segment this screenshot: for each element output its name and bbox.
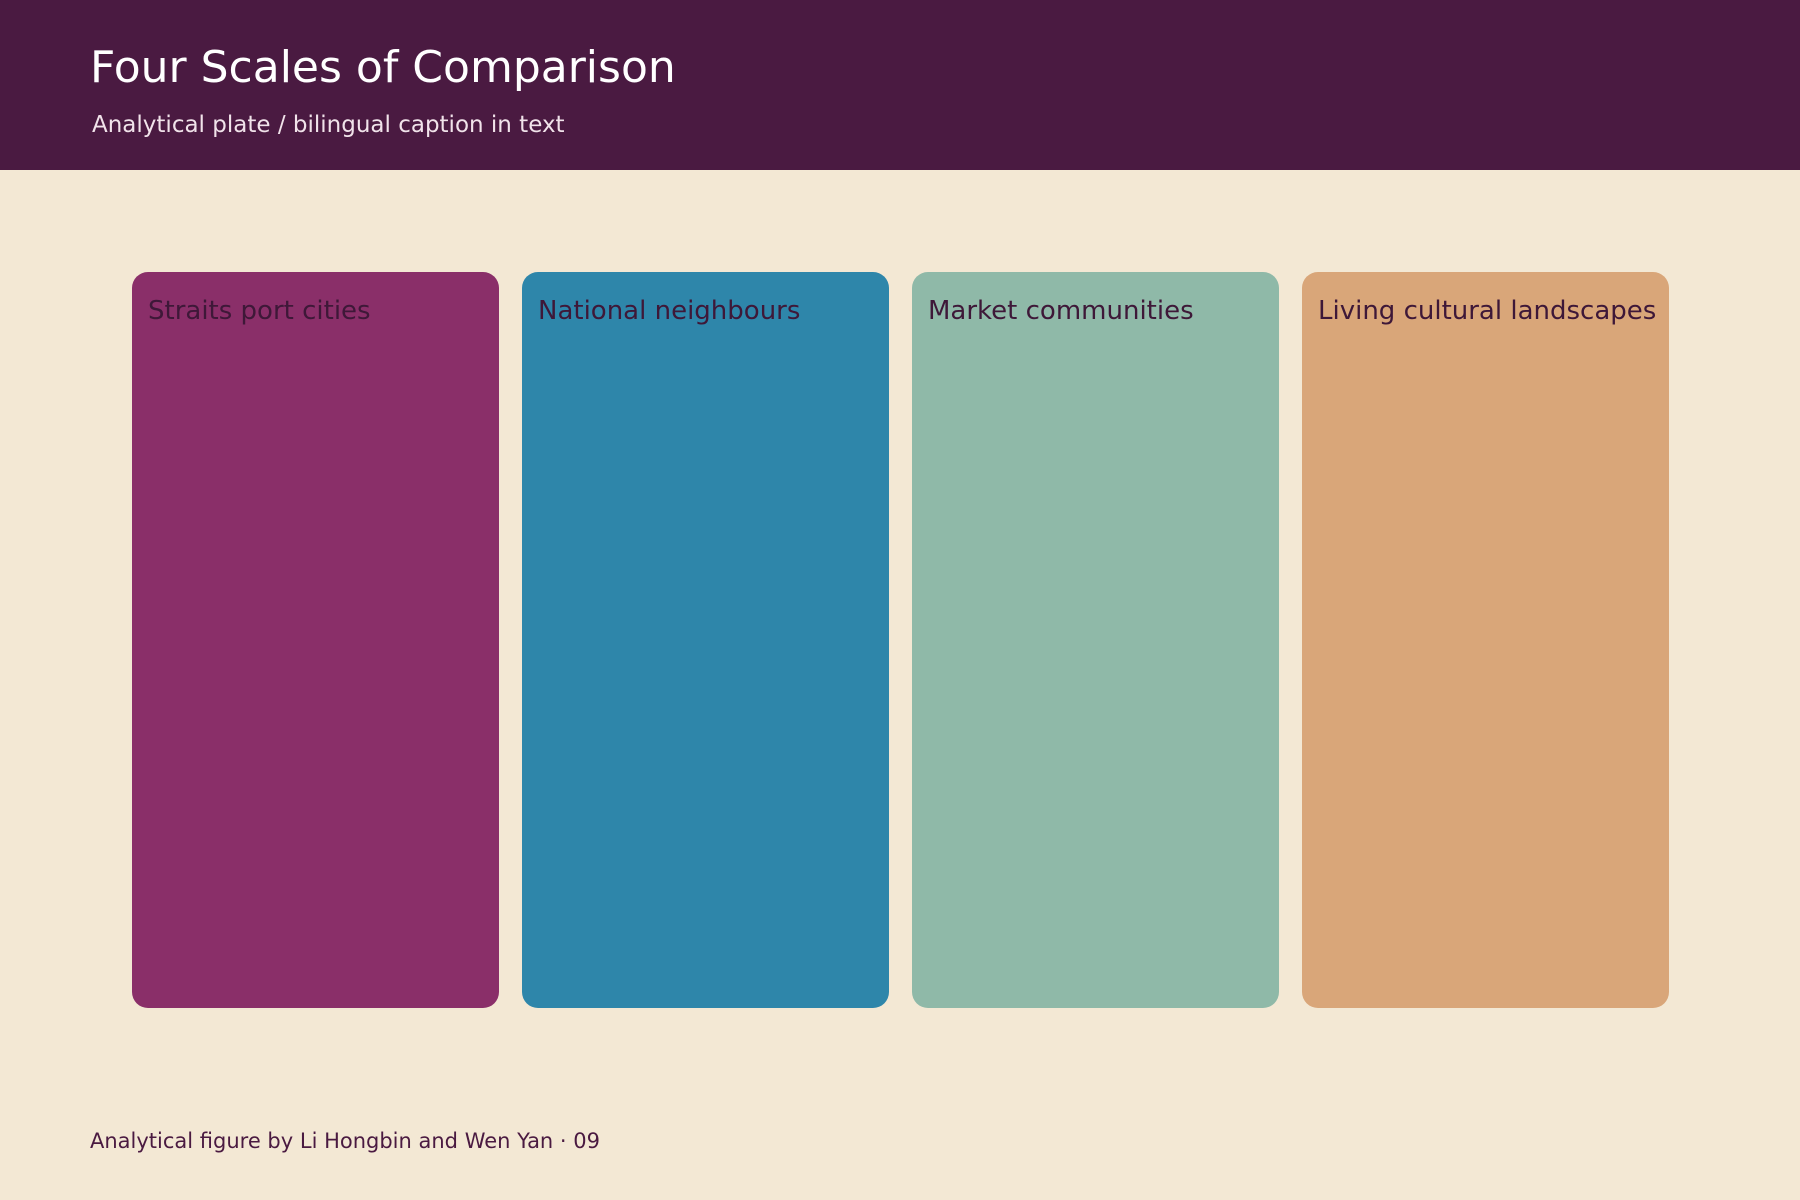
card-label: Straits port cities [148, 296, 371, 326]
page-subtitle: Analytical plate / bilingual caption in … [92, 112, 565, 138]
card-label: National neighbours [538, 296, 801, 326]
scale-cards: Straits port cities National neighbours … [132, 272, 1669, 1008]
footer-credit: Analytical figure by Li Hongbin and Wen … [90, 1129, 600, 1153]
header-band: Four Scales of Comparison Analytical pla… [0, 0, 1800, 170]
card-label: Living cultural landscapes [1318, 296, 1657, 326]
card-market-communities: Market communities [912, 272, 1279, 1008]
card-label: Market communities [928, 296, 1194, 326]
card-living-cultural-landscapes: Living cultural landscapes [1302, 272, 1669, 1008]
card-straits-port-cities: Straits port cities [132, 272, 499, 1008]
page-title: Four Scales of Comparison [90, 42, 676, 93]
card-national-neighbours: National neighbours [522, 272, 889, 1008]
